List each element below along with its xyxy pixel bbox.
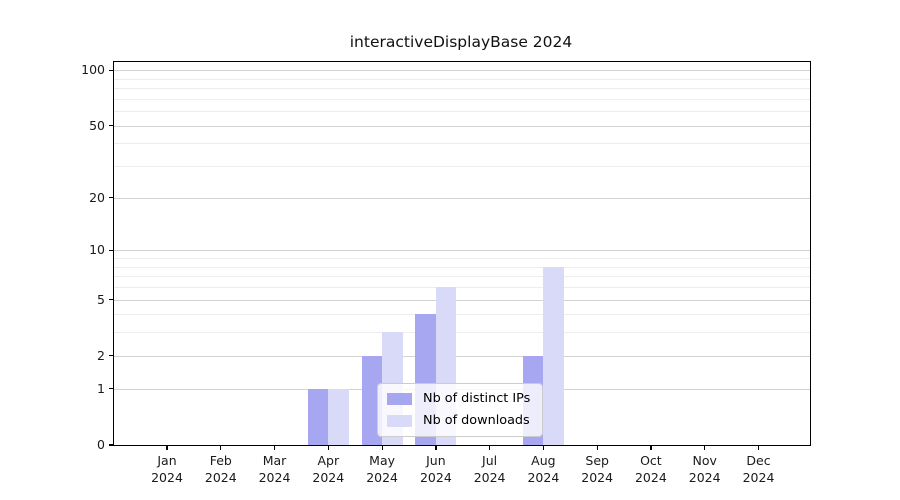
y-axis-tick <box>108 355 113 357</box>
bar <box>307 388 329 445</box>
minor-gridline <box>114 143 810 145</box>
minor-gridline <box>114 111 810 113</box>
minor-gridline <box>114 332 810 334</box>
y-axis-tick-label: 0 <box>97 437 105 452</box>
y-axis-tick <box>108 249 113 251</box>
x-axis-tick-label: Aug 2024 <box>527 453 560 485</box>
major-gridline <box>114 250 810 252</box>
minor-gridline <box>114 258 810 259</box>
bar <box>543 266 564 445</box>
y-axis-tick <box>108 298 113 301</box>
y-axis-tick <box>108 69 113 71</box>
x-axis-tick <box>650 446 652 450</box>
y-axis-tick-label: 2 <box>97 347 105 363</box>
x-axis-tick-label: May 2024 <box>366 453 398 485</box>
plot-area: Nb of distinct IPs Nb of downloads 0 1 2 5 1… <box>81 61 811 485</box>
y-axis-tick-label: 20 <box>89 189 105 205</box>
minor-gridline <box>114 314 810 316</box>
x-axis-tick <box>596 446 598 450</box>
major-gridline <box>114 197 810 199</box>
minor-gridline <box>114 266 810 268</box>
legend-label-downloads: Nb of downloads <box>423 413 530 428</box>
y-axis-tick-label: 1 <box>97 380 105 396</box>
x-axis-tick <box>704 446 706 450</box>
legend: Nb of distinct IPs Nb of downloads <box>377 383 544 437</box>
x-axis-tick <box>327 446 329 450</box>
major-gridline <box>114 355 810 357</box>
x-axis-tick <box>166 446 168 450</box>
minor-gridline <box>114 287 810 288</box>
x-axis-tick-label: Jan 2024 <box>151 453 183 485</box>
x-axis-tick-label: Apr 2024 <box>312 453 345 485</box>
legend-swatch-downloads <box>387 414 412 427</box>
x-axis-tick-label: Dec 2024 <box>742 453 775 485</box>
y-axis-tick-label: 10 <box>89 242 105 258</box>
x-axis-tick <box>273 446 276 450</box>
y-axis-tick <box>108 388 113 390</box>
x-axis-tick <box>489 446 491 450</box>
major-gridline <box>114 70 810 72</box>
y-axis-tick-label: 50 <box>89 117 105 133</box>
legend-item-distinct-ips: Nb of distinct IPs <box>387 391 530 406</box>
x-axis-tick <box>757 446 760 450</box>
bar <box>328 388 349 445</box>
x-axis-tick-label: Sep 2024 <box>581 453 614 485</box>
x-axis-tick <box>220 446 222 450</box>
chart-title: interactiveDisplayBase 2024 <box>349 33 573 51</box>
bar <box>361 355 383 445</box>
minor-gridline <box>114 78 810 80</box>
x-axis-tick-label: Nov 2024 <box>688 453 721 485</box>
minor-gridline <box>114 88 810 90</box>
legend-label-distinct-ips: Nb of distinct IPs <box>423 391 531 406</box>
minor-gridline <box>114 276 810 278</box>
major-gridline <box>114 125 810 127</box>
y-axis-tick-label: 5 <box>97 291 105 307</box>
legend-item-downloads: Nb of downloads <box>387 413 530 428</box>
major-gridline <box>114 299 810 301</box>
x-axis-tick-label: Oct 2024 <box>634 453 667 485</box>
minor-gridline <box>114 166 810 168</box>
x-axis-tick <box>542 446 545 450</box>
y-axis-tick-label: 100 <box>81 62 105 78</box>
x-axis-tick-label: Jun 2024 <box>419 453 452 485</box>
x-axis-tick-label: Mar 2024 <box>258 453 291 485</box>
legend-swatch-distinct-ips <box>387 392 412 405</box>
x-axis-tick-label: Feb 2024 <box>204 453 237 485</box>
minor-gridline <box>114 98 810 100</box>
y-axis-tick <box>108 444 113 446</box>
y-axis-tick <box>108 125 113 127</box>
x-axis-tick <box>381 446 383 450</box>
x-axis-tick <box>435 446 437 450</box>
x-axis-tick-label: Jul 2024 <box>473 453 506 485</box>
y-axis-tick <box>108 197 113 199</box>
